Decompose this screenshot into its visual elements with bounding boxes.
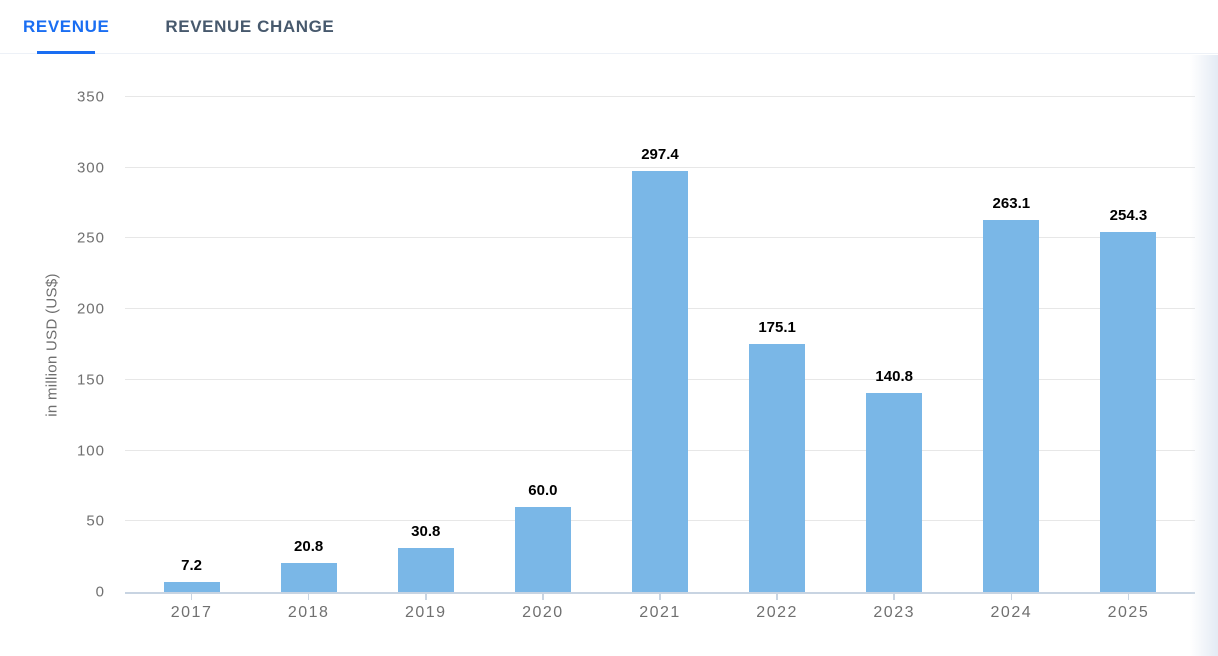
x-axis-category-2025: 2025 [1070, 594, 1187, 621]
bar-column-2018: 20.8 [250, 97, 367, 592]
bar-2022[interactable] [749, 344, 806, 592]
tab-revenue-change-label: REVENUE CHANGE [165, 16, 335, 36]
x-axis-tick-mark [307, 594, 310, 600]
tab-revenue-label: REVENUE [23, 16, 110, 36]
y-axis-tick-labels: 0 50 100 150 200 250 300 350 [35, 90, 105, 600]
x-axis-category-2023: 2023 [836, 594, 953, 621]
bar-2019[interactable] [397, 548, 454, 592]
gridline [125, 96, 1195, 97]
y-axis-tick-label: 100 [76, 442, 105, 460]
bar-column-2020: 60.0 [484, 97, 601, 592]
tab-bar: REVENUE REVENUE CHANGE [0, 0, 1218, 54]
bar-column-2024: 263.1 [953, 97, 1070, 592]
x-axis-tick-mark [1010, 594, 1013, 600]
bar-2024[interactable] [983, 219, 1040, 592]
x-axis-tick-label: 2022 [756, 604, 798, 621]
x-axis-tick-label: 2021 [639, 604, 681, 621]
bar-column-2019: 30.8 [367, 97, 484, 592]
bar-value-label-2017: 7.2 [181, 556, 202, 574]
bar-value-label-2018: 20.8 [294, 537, 324, 555]
x-axis-tick-label: 2017 [170, 604, 213, 621]
x-axis-tick-label: 2018 [287, 604, 330, 621]
bar-value-label-2025: 254.3 [1109, 207, 1148, 225]
plot-column: 7.2 20.8 30.8 60.0 297.4 175.1 140.8 263.1 254.3… [125, 96, 1195, 621]
x-axis-tick-label: 2023 [873, 604, 915, 621]
bar-2018[interactable] [280, 562, 337, 592]
bar-2023[interactable] [866, 392, 923, 592]
bar-value-label-2022: 175.1 [758, 319, 796, 337]
y-axis-tick-label: 150 [76, 371, 105, 389]
bar-column-2022: 175.1 [719, 97, 836, 592]
y-axis-tick-label: 200 [76, 300, 105, 318]
x-axis-tick-mark [893, 594, 895, 600]
tab-revenue[interactable]: REVENUE [23, 0, 110, 54]
bar-value-label-2024: 263.1 [992, 194, 1031, 212]
bar-value-label-2020: 60.0 [528, 482, 558, 500]
x-axis-category-2022: 2022 [719, 594, 836, 621]
x-axis-category-2024: 2024 [953, 594, 1070, 621]
x-axis-tick-label: 2019 [404, 604, 447, 621]
bar-value-label-2019: 30.8 [411, 523, 441, 541]
bar-2020[interactable] [514, 507, 571, 592]
tab-revenue-change[interactable]: REVENUE CHANGE [165, 0, 334, 53]
x-axis-tick-label: 2020 [522, 604, 564, 621]
x-axis-category-2018: 2018 [250, 594, 367, 621]
bars-row: 7.2 20.8 30.8 60.0 297.4 175.1 140.8 263.1 254.3 [125, 97, 1195, 592]
bar-chart: in million USD (US$) 0 50 100 150 200 250 300 3… [0, 54, 1218, 621]
gridline [125, 166, 1195, 168]
plot-area: 7.2 20.8 30.8 60.0 297.4 175.1 140.8 263.1 254.3 [125, 96, 1195, 594]
y-axis: in million USD (US$) 0 50 100 150 200 250 300 3… [0, 90, 125, 600]
bar-column-2021: 297.4 [601, 97, 718, 592]
y-axis-tick-label: 300 [76, 159, 105, 177]
bar-value-label-2023: 140.8 [875, 367, 913, 385]
x-axis-tick-mark [659, 594, 661, 600]
x-axis-category-2020: 2020 [484, 594, 601, 621]
x-axis: 2017 2018 2019 2020 2021 2022 2023 2024 2025 [125, 594, 1195, 621]
bar-2021[interactable] [631, 171, 688, 592]
x-axis-tick-label: 2025 [1107, 604, 1150, 621]
x-axis-tick-mark [425, 594, 427, 600]
x-axis-tick-label: 2024 [990, 604, 1033, 621]
bar-value-label-2021: 297.4 [641, 146, 679, 164]
y-axis-tick-label: 0 [95, 583, 105, 601]
bar-column-2023: 140.8 [836, 97, 953, 592]
x-axis-category-2019: 2019 [367, 594, 484, 621]
x-axis-category-2017: 2017 [133, 594, 250, 621]
bar-2025[interactable] [1100, 232, 1157, 592]
x-axis-tick-mark [776, 594, 778, 600]
bar-2017[interactable] [163, 581, 220, 592]
x-axis-tick-mark [1127, 594, 1130, 600]
y-axis-tick-label: 250 [76, 229, 105, 247]
active-tab-underline [37, 51, 96, 54]
bar-column-2017: 7.2 [133, 97, 250, 592]
y-axis-tick-label: 50 [86, 512, 105, 530]
bar-column-2025: 254.3 [1070, 97, 1187, 592]
y-axis-tick-label: 350 [76, 88, 105, 106]
x-axis-category-2021: 2021 [601, 594, 718, 621]
x-axis-tick-mark [542, 594, 544, 600]
x-axis-tick-mark [190, 594, 193, 600]
